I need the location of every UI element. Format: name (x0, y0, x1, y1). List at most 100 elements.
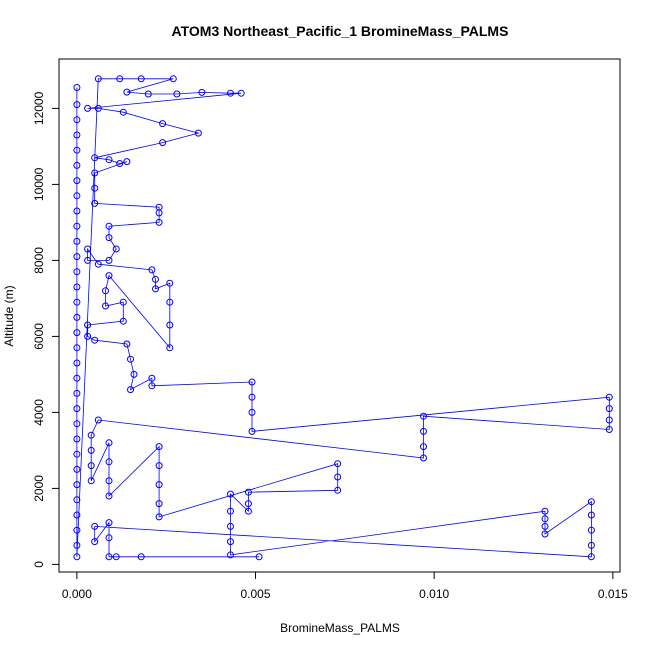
y-tick-label: 8000 (32, 247, 46, 274)
data-point (102, 302, 109, 310)
x-tick-label: 0.005 (241, 587, 271, 601)
data-point (587, 526, 595, 534)
data-point (73, 313, 81, 321)
data-point (227, 89, 234, 97)
data-point (244, 500, 252, 508)
data-point (73, 389, 81, 397)
series-layer (73, 75, 613, 561)
chart-title: ATOM3 Northeast_Pacific_1 BromineMass_PA… (172, 23, 509, 39)
data-point (155, 218, 163, 226)
data-point (255, 553, 263, 561)
data-point (91, 154, 99, 162)
data-point (605, 405, 613, 413)
data-point (105, 256, 113, 264)
data-point (587, 511, 595, 519)
x-tick-label: 0.015 (598, 587, 628, 601)
data-point (105, 272, 113, 280)
data-point (155, 481, 163, 489)
data-point (237, 89, 245, 97)
data-point (605, 393, 613, 401)
data-point (420, 412, 427, 420)
data-point (248, 408, 256, 416)
data-point (91, 522, 99, 530)
data-point (73, 131, 81, 139)
data-point (73, 374, 81, 382)
data-point (102, 287, 109, 295)
data-point (119, 298, 127, 306)
data-point (123, 158, 131, 166)
data-point (244, 488, 252, 496)
series-line (76, 78, 610, 558)
data-point (541, 507, 549, 515)
data-point (84, 332, 92, 340)
data-point (73, 405, 81, 413)
data-point (541, 522, 549, 530)
data-point (73, 526, 81, 534)
data-point (105, 492, 113, 500)
data-point (227, 507, 234, 515)
data-point (73, 207, 81, 215)
data-point (166, 279, 174, 287)
data-point (94, 416, 102, 424)
data-point (334, 486, 342, 494)
data-point (73, 298, 81, 306)
y-tick-label: 6000 (32, 323, 46, 350)
y-tick-label: 0 (32, 561, 46, 568)
data-point (227, 522, 234, 530)
data-point (73, 420, 81, 428)
data-point (173, 90, 181, 98)
data-point (105, 519, 113, 527)
data-point (94, 75, 102, 83)
data-point (73, 283, 81, 291)
data-point (73, 359, 81, 367)
data-point (73, 116, 81, 124)
plot-frame (58, 58, 621, 573)
y-tick-label: 2000 (32, 475, 46, 502)
data-point (587, 498, 595, 506)
data-point (137, 553, 145, 561)
data-point (105, 222, 113, 230)
data-point (73, 553, 81, 561)
data-point (73, 101, 81, 109)
data-point (198, 88, 206, 96)
data-point (148, 382, 156, 390)
data-point (116, 160, 124, 167)
data-point (112, 245, 120, 253)
data-point (166, 321, 174, 329)
data-point (73, 450, 81, 458)
data-point (123, 340, 131, 348)
data-point (119, 108, 127, 116)
data-point (84, 321, 92, 329)
data-point (105, 156, 113, 164)
data-point (91, 336, 99, 344)
data-point (105, 553, 113, 561)
data-point (105, 458, 113, 466)
data-point (159, 120, 167, 128)
x-axis: 0.000 0.005 0.010 0.015 (62, 571, 628, 601)
data-point (127, 355, 134, 363)
data-point (420, 427, 427, 435)
data-point (91, 199, 99, 207)
data-point (73, 177, 81, 185)
data-point (152, 275, 159, 283)
x-axis-label: BromineMass_PALMS (280, 621, 400, 635)
x-tick-label: 0.000 (62, 587, 92, 601)
data-point (227, 538, 234, 546)
data-point (227, 490, 234, 498)
data-point (73, 481, 81, 489)
data-point (91, 169, 99, 177)
data-point (541, 530, 549, 538)
data-point (155, 209, 163, 217)
data-point (166, 344, 174, 352)
data-point (73, 496, 81, 504)
data-point (248, 393, 256, 401)
data-point (155, 513, 163, 521)
data-point (587, 541, 595, 549)
data-point (605, 426, 613, 433)
data-point (105, 234, 113, 242)
data-point (73, 344, 81, 352)
data-point (105, 534, 113, 542)
data-point (137, 75, 145, 83)
data-point (166, 298, 174, 306)
y-axis: 0 2000 4000 6000 8000 10000 12000 (32, 91, 60, 568)
